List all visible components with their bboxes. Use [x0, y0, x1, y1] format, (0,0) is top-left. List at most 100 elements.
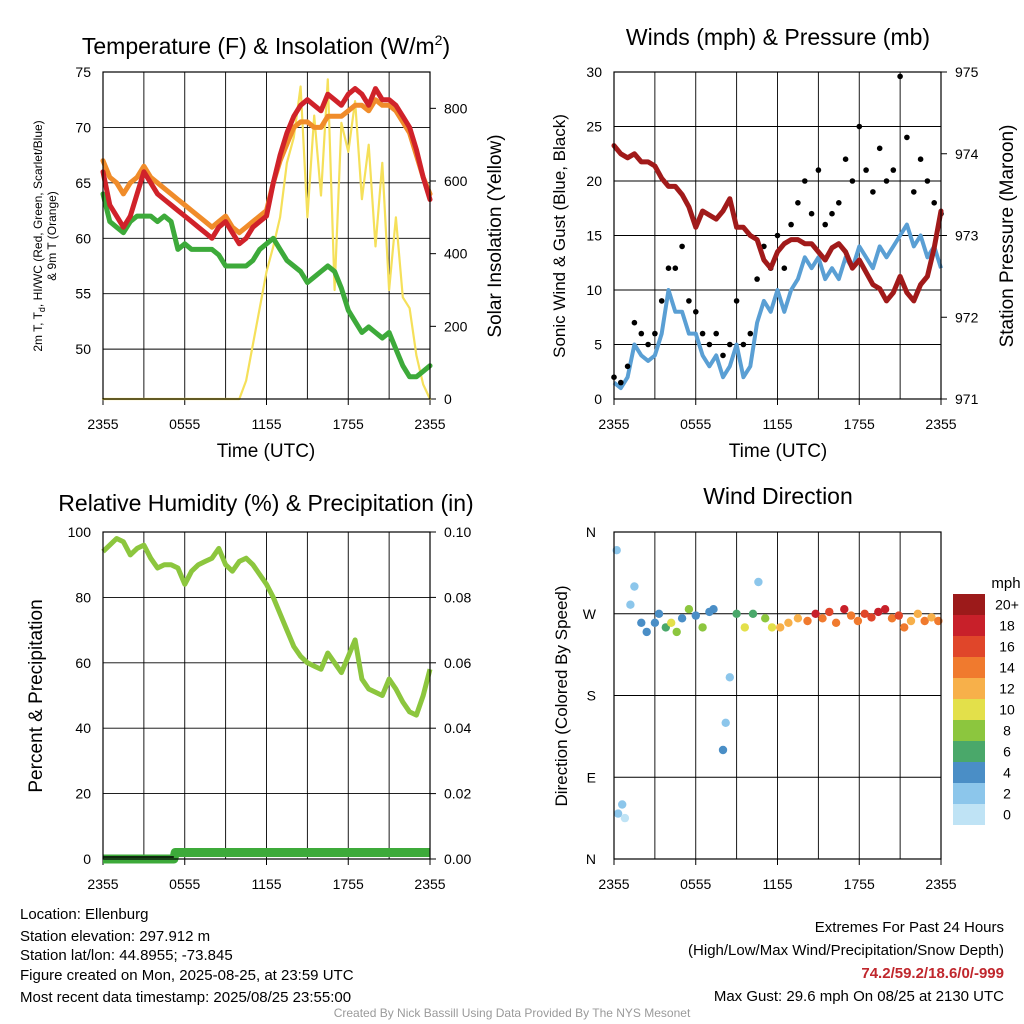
gust-point [618, 379, 624, 386]
plot-frame-temp [102, 71, 431, 400]
gust-point [876, 145, 883, 152]
gust-point [802, 178, 808, 184]
wind-direction-point [637, 618, 646, 627]
wind-direction-point [874, 607, 883, 617]
series-line-station-pressure [611, 143, 944, 304]
wind-direction-point [618, 800, 627, 809]
wind-direction-point [920, 616, 929, 626]
x-tick-label: 2355 [925, 416, 956, 432]
colorbar-label: 10 [999, 702, 1015, 718]
y-tick-label-right-temp: 200 [444, 318, 468, 334]
gust-point [829, 210, 835, 217]
colorbar-swatch [953, 636, 985, 657]
y-tick-label-wind: 30 [586, 64, 602, 80]
gust-point [638, 330, 645, 337]
y-tick-label-wind: 0 [594, 391, 602, 407]
y-tick-label-right-wind: 974 [955, 146, 979, 162]
wind-direction-point [767, 623, 777, 632]
gust-point [645, 341, 651, 348]
colorbar-swatch [953, 657, 985, 678]
gust-point [699, 330, 706, 337]
gust-point [781, 265, 788, 272]
wind-direction-point [721, 718, 730, 727]
wind-direction-point [630, 582, 639, 591]
y-tick-label-right-wind: 975 [955, 64, 979, 80]
colorbar-swatch [953, 594, 985, 615]
y-tick-label-dir: E [587, 769, 596, 785]
x-tick-label: 2355 [414, 416, 445, 432]
y-tick-label-temp: 70 [75, 119, 91, 135]
gust-point [890, 167, 897, 173]
series-line-relative-humidity [101, 536, 433, 718]
wind-direction-point [754, 577, 763, 587]
wind-direction-point [677, 614, 687, 623]
y-tick-label-right-wind: 973 [955, 228, 979, 244]
colorbar-label: 2 [1003, 786, 1011, 802]
gust-point [815, 167, 822, 173]
wind-direction-point [691, 611, 700, 620]
wind-direction-point [626, 600, 635, 609]
gust-point [693, 309, 699, 315]
rh-title: Relative Humidity (%) & Precipitation (i… [58, 490, 473, 516]
y-tick-label-wind: 15 [586, 228, 602, 244]
gust-point [856, 123, 863, 130]
wind-direction-point [853, 616, 863, 626]
y-tick-label-right-temp: 400 [444, 246, 468, 262]
y-tick-label-temp: 75 [75, 64, 91, 80]
colorbar-label: 0 [1003, 807, 1011, 823]
gust-point [917, 156, 924, 162]
wind-direction-point [761, 614, 770, 623]
gust-point [788, 221, 794, 228]
wind-direction-point [748, 609, 758, 618]
wind-direction-point [894, 611, 903, 620]
recent-data-label: Most recent data timestamp: 2025/08/25 2… [20, 989, 352, 1006]
gust-point [706, 341, 713, 348]
wind-xlabel: Time (UTC) [729, 441, 828, 462]
y-tick-label-rh: 80 [75, 589, 91, 605]
wind-direction-point [725, 673, 734, 682]
rh-ylabel-left: Percent & Precipitation [26, 599, 47, 792]
y-tick-label-temp: 50 [75, 341, 91, 357]
wind-direction-point [784, 618, 793, 627]
y-tick-label-rh: 60 [75, 655, 91, 671]
temp-ylabel-left-2: & 9m T (Orange) [45, 191, 59, 281]
wind-ylabel-left: Sonic Wind & Gust (Blue, Black) [550, 114, 569, 358]
colorbar-swatch [953, 804, 985, 825]
y-tick-label-temp: 55 [75, 286, 91, 302]
wind-direction-point [667, 618, 676, 627]
wind-direction-point [684, 605, 694, 614]
x-tick-label: 1155 [251, 876, 281, 892]
gust-point [672, 265, 679, 272]
colorbar-label: 12 [999, 681, 1015, 697]
gust-point [842, 156, 849, 162]
wind-direction-point [776, 623, 785, 632]
y-tick-label-temp: 65 [75, 175, 91, 191]
wind-direction-point [620, 813, 630, 823]
gust-point [761, 243, 767, 250]
gust-point [795, 200, 801, 206]
wind-direction-point [860, 609, 869, 618]
gust-point [863, 167, 869, 173]
gust-point [713, 330, 719, 337]
colorbar-label: 18 [999, 618, 1015, 634]
wind-direction-point [811, 609, 820, 618]
y-tick-label-rh: 40 [75, 720, 91, 736]
gust-point [733, 298, 740, 304]
colorbar-label: 8 [1003, 723, 1011, 739]
y-tick-label-right-rh: 0.06 [444, 655, 471, 671]
wind-direction-point [887, 614, 897, 623]
gust-point [924, 178, 931, 184]
gust-point [720, 352, 726, 359]
extremes-subtitle: (High/Low/Max Wind/Precipitation/Snow De… [688, 942, 1004, 959]
gust-point [754, 276, 760, 282]
gust-point [808, 210, 815, 217]
gust-point [822, 221, 828, 228]
gust-point [931, 200, 937, 206]
gust-point [631, 319, 638, 326]
wind-direction-point [818, 614, 827, 623]
x-tick-label: 2355 [598, 416, 629, 432]
y-tick-label-rh: 100 [68, 524, 92, 540]
colorbar-label: 4 [1003, 765, 1011, 781]
temp-title: Temperature (F) & Insolation (W/m2) [82, 32, 450, 59]
colorbar-swatch [953, 699, 985, 720]
